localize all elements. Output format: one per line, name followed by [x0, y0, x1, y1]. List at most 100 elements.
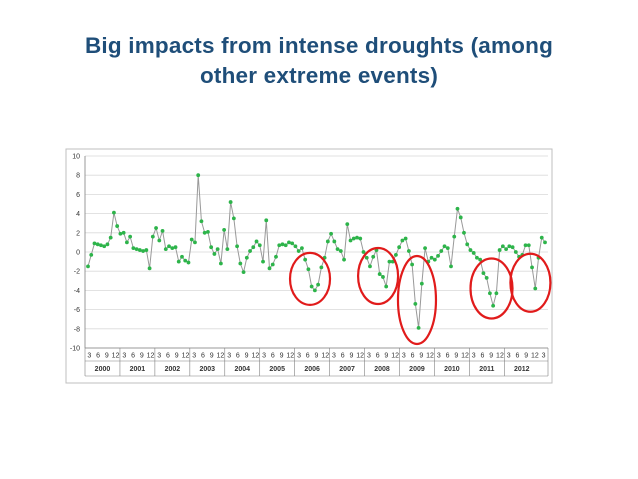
x-month-label: 12 [321, 353, 329, 360]
x-year-label: 2010 [444, 366, 460, 373]
data-point [319, 265, 324, 270]
x-month-label: 6 [131, 353, 135, 360]
data-point [481, 271, 486, 276]
x-month-label: 9 [315, 353, 319, 360]
data-point [329, 231, 333, 236]
data-point [358, 236, 363, 241]
drought-2007-2008-circle [356, 246, 400, 306]
data-point [309, 284, 314, 289]
x-month-label: 3 [122, 353, 126, 360]
data-point [228, 200, 233, 204]
x-month-label: 6 [411, 353, 415, 360]
x-month-label: 3 [192, 353, 196, 360]
y-tick-label: -6 [74, 307, 80, 314]
data-point [95, 242, 100, 247]
x-month-label: 12 [356, 353, 364, 360]
data-point [351, 236, 356, 241]
data-point [218, 261, 223, 266]
y-tick-label: 10 [72, 154, 80, 161]
data-point [397, 245, 402, 250]
data-point [423, 246, 427, 251]
x-month-label: 3 [87, 353, 91, 360]
x-year-label: 2009 [409, 366, 425, 373]
data-point [251, 245, 256, 250]
data-points [86, 173, 547, 330]
data-point [134, 247, 139, 252]
data-point [384, 284, 389, 289]
x-month-label: 6 [306, 353, 310, 360]
data-point [235, 244, 239, 249]
data-point [533, 286, 538, 291]
data-point [189, 237, 194, 242]
data-point [112, 210, 116, 215]
data-point [332, 239, 337, 244]
x-month-label: 12 [531, 353, 539, 360]
data-point [293, 244, 298, 249]
data-point [432, 257, 437, 262]
data-point [394, 252, 398, 257]
x-year-label: 2004 [234, 366, 250, 373]
y-tick-label: 8 [76, 173, 80, 180]
data-point [500, 244, 505, 249]
data-point [436, 253, 440, 258]
data-point [410, 262, 415, 267]
data-point [488, 291, 492, 296]
data-point [225, 247, 230, 252]
data-point [280, 242, 285, 247]
data-point [264, 218, 269, 223]
x-year-label: 2003 [200, 366, 216, 373]
y-tick-label: -4 [74, 288, 80, 295]
x-month-label: 9 [524, 353, 528, 360]
x-year-label: 2006 [304, 366, 320, 373]
y-axis: 10 8 6 4 2 0 -2 -4 -6 -8 -10 [70, 154, 86, 353]
data-point [257, 243, 262, 248]
data-point [413, 301, 418, 306]
data-point [361, 250, 366, 254]
data-point [244, 255, 249, 260]
data-point [539, 235, 544, 240]
data-point [108, 235, 113, 240]
data-point [303, 257, 308, 262]
y-tick-label: 6 [76, 192, 80, 199]
x-month-label: 9 [105, 353, 109, 360]
data-point [371, 254, 376, 259]
data-point [429, 255, 434, 260]
data-point [183, 258, 188, 263]
data-point [300, 246, 304, 251]
data-point [468, 248, 473, 252]
x-month-label: 12 [461, 353, 469, 360]
data-point [348, 238, 353, 243]
data-point [345, 222, 350, 227]
data-point [212, 252, 217, 256]
x-month-label: 9 [210, 353, 214, 360]
slide-title: Big impacts from intense droughts (among… [20, 31, 618, 91]
data-point [150, 234, 155, 239]
slide-title-line-2: other extreme events) [199, 63, 439, 88]
data-point [202, 230, 207, 235]
x-month-label: 3 [472, 353, 476, 360]
data-point [400, 238, 405, 243]
data-point [526, 243, 531, 248]
x-month-label: 9 [454, 353, 458, 360]
drought-annotations [288, 246, 552, 346]
data-point [368, 264, 372, 269]
data-point [270, 262, 275, 267]
x-month-label: 12 [426, 353, 434, 360]
data-point [452, 234, 457, 239]
data-point [403, 236, 408, 241]
y-tick-label: 4 [76, 211, 80, 218]
slide-title-line-1: Big impacts from intense droughts (among [84, 33, 554, 58]
data-point [115, 224, 120, 228]
data-point [287, 240, 291, 245]
data-point [167, 244, 171, 249]
x-month-label: 3 [437, 353, 441, 360]
data-point [180, 254, 184, 259]
data-point [484, 276, 489, 280]
data-point [206, 229, 210, 234]
data-point [222, 228, 227, 232]
data-point [102, 244, 107, 249]
data-point [128, 234, 133, 239]
data-point [416, 325, 421, 330]
series-line [87, 175, 546, 328]
x-year-label: 2011 [479, 366, 494, 373]
